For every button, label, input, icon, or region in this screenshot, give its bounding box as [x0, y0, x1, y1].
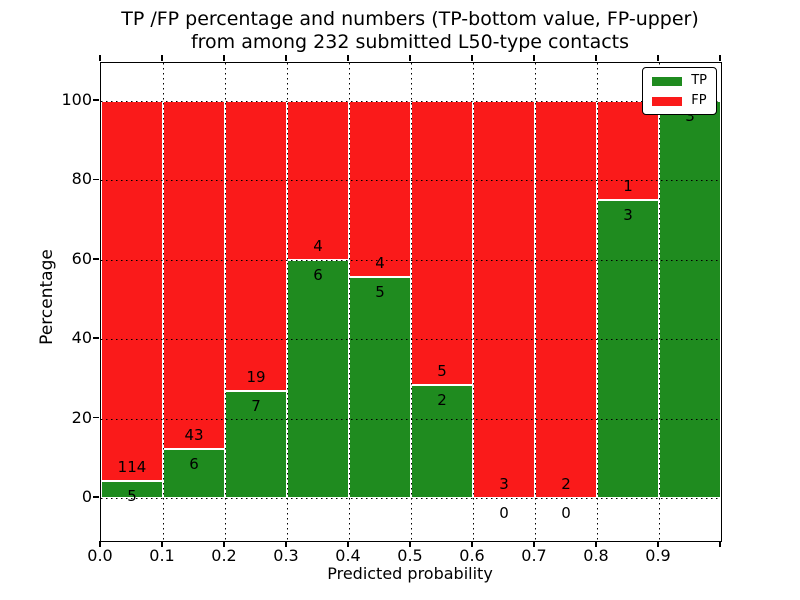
x-top-tick-mark	[595, 55, 597, 61]
gridline-vertical	[597, 63, 598, 541]
x-tick-mark	[347, 541, 349, 547]
y-tick-mark	[93, 337, 99, 339]
legend: TP FP	[642, 67, 717, 115]
legend-label-tp: TP	[691, 73, 707, 88]
legend-label-fp: FP	[691, 93, 707, 108]
x-tick-label: 0.3	[273, 546, 299, 565]
chart-title-line1: TP /FP percentage and numbers (TP-bottom…	[121, 8, 699, 30]
gridline-vertical	[163, 63, 164, 541]
x-tick-label: 0.5	[397, 546, 423, 565]
x-tick-mark	[161, 541, 163, 547]
bar-segment-fp	[349, 101, 411, 278]
y-tick-mark	[93, 258, 99, 260]
annotation-tp-count: 7	[251, 397, 261, 416]
bar-segment-tp	[287, 259, 349, 498]
y-tick-label: 0	[81, 487, 92, 506]
x-top-tick-mark	[347, 55, 349, 61]
bar-segment-tp	[163, 449, 225, 498]
x-tick-label: 0.0	[87, 546, 113, 565]
x-tick-mark	[595, 541, 597, 547]
annotation-fp-count: 114	[117, 458, 147, 477]
annotation-tp-count: 6	[189, 455, 199, 474]
annotation-tp-count: 6	[313, 265, 323, 284]
x-tick-label: 0.8	[583, 546, 609, 565]
gridline-vertical	[411, 63, 412, 541]
bar-segment-fp	[473, 101, 535, 498]
x-top-tick-mark	[657, 55, 659, 61]
annotation-fp-count: 43	[184, 426, 204, 445]
annotation-tp-count: 3	[623, 206, 633, 225]
annotation-tp-count: 0	[499, 504, 509, 522]
bar-segment-fp	[597, 101, 659, 201]
y-tick-label: 60	[71, 248, 92, 268]
bar-segment-fp	[225, 101, 287, 392]
x-tick-mark	[719, 541, 721, 547]
x-tick-label: 0.1	[149, 546, 175, 565]
annotation-tp-count: 5	[127, 487, 137, 506]
annotation-fp-count: 4	[313, 236, 323, 255]
x-top-tick-mark	[471, 55, 473, 61]
y-tick-mark	[93, 178, 99, 181]
x-tick-label: 0.6	[459, 546, 485, 565]
chart-title-line2: from among 232 submitted L50-type contac…	[190, 31, 630, 53]
x-top-tick-mark	[99, 55, 101, 61]
annotation-fp-count: 19	[246, 368, 266, 387]
x-top-tick-mark	[223, 55, 225, 61]
bar-segment-tp	[101, 481, 163, 498]
x-top-tick-mark	[409, 55, 411, 61]
legend-swatch-fp	[652, 96, 683, 106]
bar-segment-fp	[163, 101, 225, 450]
y-tick-label: 20	[71, 407, 92, 427]
y-tick-mark	[93, 99, 99, 101]
bar-segment-fp	[101, 101, 163, 482]
annotation-tp-count: 3	[685, 107, 695, 125]
annotation-tp-count: 2	[437, 390, 447, 409]
y-tick-mark	[93, 496, 99, 498]
legend-item-tp: TP	[652, 74, 707, 88]
y-tick-label: 80	[71, 169, 92, 189]
gridline-vertical	[349, 63, 350, 541]
x-tick-label: 0.9	[645, 546, 671, 565]
legend-item-fp: FP	[652, 94, 707, 108]
bar-segment-tp	[597, 200, 659, 498]
bar-segment-tp	[659, 101, 721, 498]
annotation-fp-count: 2	[561, 475, 571, 493]
bar-segment-tp	[349, 277, 411, 498]
y-tick-label: 100	[61, 90, 92, 109]
x-top-tick-mark	[285, 55, 287, 61]
x-tick-mark	[471, 541, 473, 547]
x-tick-mark	[409, 541, 411, 547]
x-tick-mark	[657, 541, 659, 547]
x-tick-mark	[533, 541, 535, 547]
annotation-tp-count: 0	[561, 504, 571, 522]
annotation-fp-count: 4	[375, 254, 385, 273]
annotation-fp-count: 1	[623, 177, 633, 196]
x-top-tick-mark	[719, 55, 721, 61]
gridline-vertical	[225, 63, 226, 541]
gridline-vertical	[473, 63, 474, 541]
x-axis-label: Predicted probability	[327, 564, 493, 583]
gridline-vertical	[287, 63, 288, 541]
annotation-fp-count: 5	[437, 361, 447, 380]
annotation-fp-count: 3	[499, 475, 509, 493]
x-tick-mark	[99, 541, 101, 547]
legend-swatch-tp	[652, 76, 683, 86]
x-top-tick-mark	[533, 55, 535, 61]
x-tick-mark	[223, 541, 225, 547]
x-tick-label: 0.7	[521, 546, 547, 565]
bar-segment-fp	[411, 101, 473, 385]
y-tick-mark	[93, 416, 99, 419]
y-tick-label: 40	[71, 328, 92, 348]
annotation-tp-count: 5	[375, 283, 385, 302]
x-tick-mark	[285, 541, 287, 547]
gridline-vertical	[535, 63, 536, 541]
x-tick-label: 0.2	[211, 546, 237, 565]
x-tick-label: 0.4	[335, 546, 361, 565]
gridline-vertical	[659, 63, 660, 541]
y-axis-label: Percentage	[37, 249, 57, 345]
x-top-tick-mark	[161, 55, 163, 61]
bar-segment-fp	[535, 101, 597, 498]
